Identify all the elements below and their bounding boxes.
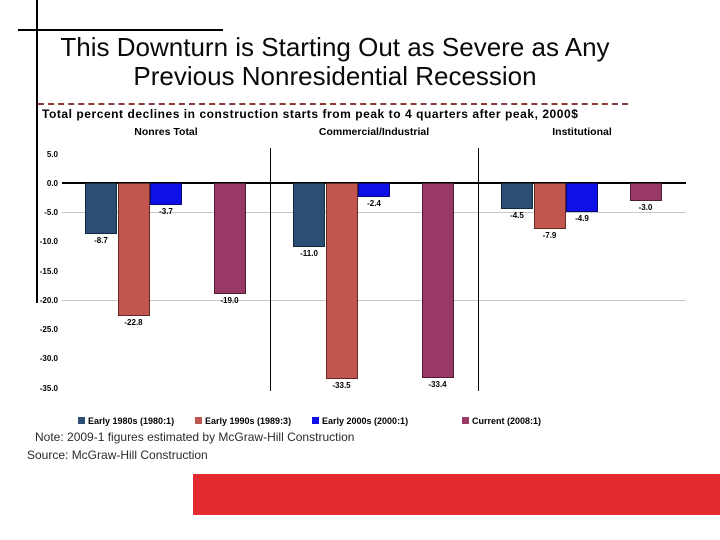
gridline <box>62 299 686 301</box>
template-horizontal-line <box>18 29 223 31</box>
bar <box>325 183 358 379</box>
bar-value-label: -2.4 <box>367 199 381 209</box>
bar <box>358 183 390 198</box>
bar-value-label: -33.4 <box>428 380 447 390</box>
y-axis-tick-label: 0.0 <box>46 179 58 188</box>
y-axis-tick-label: -10.0 <box>39 237 58 247</box>
bar <box>293 183 325 248</box>
y-axis-tick-label: -35.0 <box>39 383 58 393</box>
bar-value-label: -3.0 <box>638 202 653 212</box>
bar-value-label: -3.7 <box>159 206 173 216</box>
bar <box>213 183 246 295</box>
note-text: Note: 2009-1 figures estimated by McGraw… <box>35 430 355 444</box>
gridline <box>62 212 686 214</box>
bar <box>566 183 598 212</box>
bar <box>501 183 533 210</box>
y-axis-tick-label: 5.0 <box>46 149 58 159</box>
category-title: Nonres Total <box>134 126 198 138</box>
y-axis-tick-label: -25.0 <box>39 325 58 335</box>
accent-banner <box>193 474 720 515</box>
legend-swatch <box>462 417 469 424</box>
bar <box>117 183 150 317</box>
bar-value-label: -4.9 <box>575 213 589 223</box>
bar-value-label: -4.5 <box>510 211 524 221</box>
bar-value-label: -33.5 <box>332 380 351 390</box>
bar <box>85 183 117 234</box>
bar-value-label: -8.7 <box>94 235 108 245</box>
bar-value-label: -11.0 <box>300 249 318 259</box>
bar-value-label: -7.9 <box>542 231 557 241</box>
bar-value-label: -19.0 <box>220 296 239 306</box>
y-axis-tick-label: -20.0 <box>39 295 58 305</box>
legend-label: Early 1990s (1989:3) <box>205 416 292 426</box>
legend-swatch <box>78 417 85 424</box>
template-vertical-line <box>36 0 38 303</box>
chart-title: Total percent declines in construction s… <box>42 107 579 121</box>
legend-swatch <box>312 417 319 424</box>
category-title: Institutional <box>552 126 612 138</box>
slide-title: This Downturn is Starting Out as Severe … <box>37 33 633 91</box>
category-separator-line <box>478 148 479 391</box>
legend-label: Early 2000s (2000:1) <box>322 416 409 426</box>
bar <box>150 183 182 205</box>
legend-swatch <box>195 417 202 424</box>
y-axis-tick-label: -5.0 <box>44 208 58 218</box>
source-text: Source: McGraw-Hill Construction <box>27 448 208 462</box>
bar <box>421 183 454 379</box>
legend-label: Early 1980s (1980:1) <box>88 416 175 426</box>
legend-label: Current (2008:1) <box>472 416 542 426</box>
category-separator-line <box>270 148 271 391</box>
bar-value-label: -22.8 <box>124 318 143 328</box>
bar <box>533 183 566 230</box>
category-title: Commercial/Industrial <box>318 126 430 138</box>
slide-title-line2: Previous Nonresidential Recession <box>133 61 537 91</box>
bar <box>629 183 662 201</box>
y-axis-tick-label: -15.0 <box>39 266 58 276</box>
y-axis-tick-label: -30.0 <box>39 354 58 364</box>
slide-title-line1: This Downturn is Starting Out as Severe … <box>60 32 610 62</box>
title-underline-rule <box>38 103 628 105</box>
